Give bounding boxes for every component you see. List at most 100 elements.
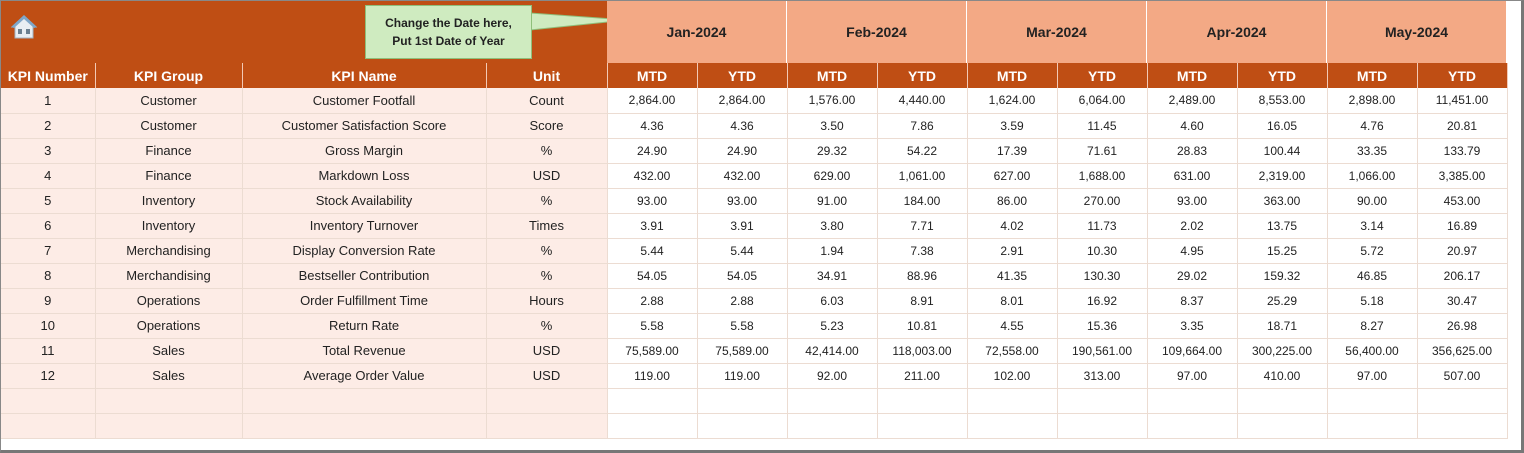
empty-cell[interactable] [486,388,608,414]
empty-cell[interactable] [1237,413,1328,439]
ytd-cell[interactable]: 75,589.00 [697,338,788,364]
mtd-cell[interactable]: 2,864.00 [607,88,698,114]
mtd-cell[interactable]: 4.02 [967,213,1058,239]
mtd-cell[interactable]: 56,400.00 [1327,338,1418,364]
mtd-cell[interactable]: 1.94 [787,238,878,264]
mtd-cell[interactable]: 42,414.00 [787,338,878,364]
mtd-cell[interactable]: 4.55 [967,313,1058,339]
kpi-name[interactable]: Average Order Value [242,363,487,389]
mtd-cell[interactable]: 17.39 [967,138,1058,164]
ytd-cell[interactable]: 356,625.00 [1417,338,1508,364]
kpi-unit[interactable]: Score [486,113,608,139]
empty-cell[interactable] [607,413,698,439]
kpi-num[interactable]: 7 [1,238,96,264]
empty-cell[interactable] [607,388,698,414]
ytd-cell[interactable]: 8,553.00 [1237,88,1328,114]
empty-cell[interactable] [967,413,1058,439]
kpi-num[interactable]: 5 [1,188,96,214]
kpi-group[interactable]: Operations [95,313,243,339]
kpi-num[interactable]: 8 [1,263,96,289]
ytd-cell[interactable]: 8.91 [877,288,968,314]
mtd-cell[interactable]: 5.23 [787,313,878,339]
ytd-cell[interactable]: 16.05 [1237,113,1328,139]
ytd-cell[interactable]: 10.81 [877,313,968,339]
mtd-cell[interactable]: 2.02 [1147,213,1238,239]
mtd-cell[interactable]: 34.91 [787,263,878,289]
kpi-unit[interactable]: % [486,188,608,214]
ytd-cell[interactable]: 5.44 [697,238,788,264]
ytd-cell[interactable]: 25.29 [1237,288,1328,314]
mtd-cell[interactable]: 1,066.00 [1327,163,1418,189]
kpi-group[interactable]: Merchandising [95,263,243,289]
mtd-cell[interactable]: 1,576.00 [787,88,878,114]
ytd-cell[interactable]: 71.61 [1057,138,1148,164]
month-header[interactable]: Apr-2024 [1147,1,1327,63]
ytd-cell[interactable]: 4,440.00 [877,88,968,114]
kpi-group[interactable]: Operations [95,288,243,314]
kpi-num[interactable]: 2 [1,113,96,139]
ytd-cell[interactable]: 300,225.00 [1237,338,1328,364]
mtd-cell[interactable]: 109,664.00 [1147,338,1238,364]
kpi-name[interactable]: Return Rate [242,313,487,339]
ytd-cell[interactable]: 4.36 [697,113,788,139]
empty-cell[interactable] [1147,388,1238,414]
mtd-cell[interactable]: 24.90 [607,138,698,164]
kpi-unit[interactable]: % [486,138,608,164]
mtd-cell[interactable]: 28.83 [1147,138,1238,164]
month-header[interactable]: Feb-2024 [787,1,967,63]
empty-cell[interactable] [697,388,788,414]
ytd-cell[interactable]: 1,061.00 [877,163,968,189]
mtd-cell[interactable]: 5.58 [607,313,698,339]
ytd-cell[interactable]: 313.00 [1057,363,1148,389]
ytd-cell[interactable]: 3.91 [697,213,788,239]
mtd-cell[interactable]: 4.36 [607,113,698,139]
mtd-cell[interactable]: 3.14 [1327,213,1418,239]
empty-cell[interactable] [242,413,487,439]
mtd-cell[interactable]: 2.88 [607,288,698,314]
kpi-num[interactable]: 4 [1,163,96,189]
kpi-num[interactable]: 9 [1,288,96,314]
empty-cell[interactable] [1327,413,1418,439]
kpi-name[interactable]: Bestseller Contribution [242,263,487,289]
mtd-cell[interactable]: 91.00 [787,188,878,214]
kpi-name[interactable]: Gross Margin [242,138,487,164]
kpi-group[interactable]: Finance [95,163,243,189]
kpi-group[interactable]: Sales [95,363,243,389]
kpi-name[interactable]: Total Revenue [242,338,487,364]
empty-cell[interactable] [1,413,96,439]
mtd-cell[interactable]: 629.00 [787,163,878,189]
mtd-cell[interactable]: 5.44 [607,238,698,264]
mtd-cell[interactable]: 41.35 [967,263,1058,289]
ytd-cell[interactable]: 11,451.00 [1417,88,1508,114]
mtd-cell[interactable]: 5.18 [1327,288,1418,314]
ytd-cell[interactable]: 507.00 [1417,363,1508,389]
mtd-cell[interactable]: 92.00 [787,363,878,389]
kpi-group[interactable]: Inventory [95,188,243,214]
mtd-cell[interactable]: 432.00 [607,163,698,189]
month-header[interactable]: Jan-2024 [607,1,787,63]
ytd-cell[interactable]: 16.89 [1417,213,1508,239]
mtd-cell[interactable]: 90.00 [1327,188,1418,214]
ytd-cell[interactable]: 133.79 [1417,138,1508,164]
ytd-cell[interactable]: 54.05 [697,263,788,289]
mtd-cell[interactable]: 93.00 [1147,188,1238,214]
mtd-cell[interactable]: 3.80 [787,213,878,239]
ytd-cell[interactable]: 20.81 [1417,113,1508,139]
kpi-num[interactable]: 1 [1,88,96,114]
ytd-cell[interactable]: 2,319.00 [1237,163,1328,189]
empty-cell[interactable] [1237,388,1328,414]
mtd-cell[interactable]: 8.01 [967,288,1058,314]
mtd-cell[interactable]: 119.00 [607,363,698,389]
empty-cell[interactable] [242,388,487,414]
ytd-cell[interactable]: 18.71 [1237,313,1328,339]
ytd-cell[interactable]: 6,064.00 [1057,88,1148,114]
mtd-cell[interactable]: 2,898.00 [1327,88,1418,114]
empty-cell[interactable] [787,388,878,414]
mtd-cell[interactable]: 6.03 [787,288,878,314]
ytd-cell[interactable]: 363.00 [1237,188,1328,214]
empty-cell[interactable] [1417,388,1508,414]
ytd-cell[interactable]: 7.38 [877,238,968,264]
mtd-cell[interactable]: 54.05 [607,263,698,289]
kpi-group[interactable]: Inventory [95,213,243,239]
ytd-cell[interactable]: 11.45 [1057,113,1148,139]
